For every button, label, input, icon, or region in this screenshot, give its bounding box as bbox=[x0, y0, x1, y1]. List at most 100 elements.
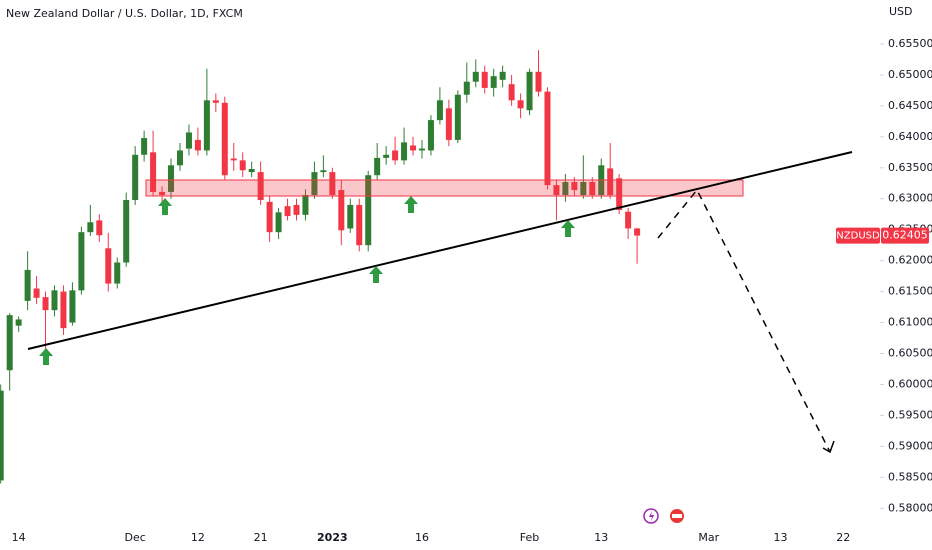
candles bbox=[0, 50, 641, 484]
candle-body bbox=[562, 182, 569, 196]
candle-body bbox=[302, 195, 309, 215]
y-tick-label: 0.58000 bbox=[888, 501, 932, 514]
candle-body bbox=[580, 182, 587, 196]
candle-body bbox=[571, 182, 578, 191]
y-tick-label: 0.62000 bbox=[888, 254, 932, 267]
candle-body bbox=[69, 290, 76, 323]
price-badge bbox=[881, 227, 929, 244]
candle-body bbox=[185, 132, 192, 149]
candle-body bbox=[616, 178, 623, 210]
candle-body bbox=[445, 108, 452, 140]
candle-body bbox=[589, 182, 596, 196]
candle-body bbox=[490, 76, 497, 88]
projection-arrowhead bbox=[822, 440, 835, 454]
x-tick-label: 13 bbox=[774, 531, 788, 544]
x-tick-label: 12 bbox=[191, 531, 205, 544]
candle-body bbox=[266, 201, 273, 233]
x-tick-label: 13 bbox=[594, 531, 608, 544]
candle-body bbox=[105, 248, 112, 284]
candle-body bbox=[42, 297, 49, 311]
candle-body bbox=[427, 120, 434, 151]
candle-body bbox=[176, 150, 183, 166]
candle-body bbox=[436, 100, 443, 121]
candle-body bbox=[0, 390, 4, 481]
candle-body bbox=[230, 158, 237, 161]
flag-stripe bbox=[672, 514, 682, 518]
candle-body bbox=[87, 222, 94, 233]
candle-body bbox=[392, 150, 399, 161]
candle-body bbox=[544, 91, 551, 186]
candle-body bbox=[51, 290, 58, 311]
y-tick-label: 0.64000 bbox=[888, 130, 932, 143]
x-tick-label: Mar bbox=[698, 531, 719, 544]
candle-body bbox=[472, 71, 479, 82]
candle-body bbox=[481, 71, 488, 88]
resistance-zone bbox=[145, 179, 744, 197]
candle-body bbox=[418, 148, 425, 151]
x-tick-label: 21 bbox=[254, 531, 268, 544]
candle-body bbox=[526, 71, 533, 111]
y-tick-label: 0.60500 bbox=[888, 347, 932, 360]
price-symbol: NZDUSD bbox=[836, 231, 880, 242]
candle-body bbox=[553, 185, 560, 196]
candle-body bbox=[33, 288, 40, 298]
candle-body bbox=[463, 81, 470, 95]
up-arrow bbox=[561, 220, 575, 237]
candle-body bbox=[248, 169, 255, 173]
support-arrows bbox=[39, 196, 575, 365]
x-tick-label: Feb bbox=[520, 531, 539, 544]
lightning-icon bbox=[649, 511, 654, 521]
x-tick-label: 22 bbox=[836, 531, 850, 544]
candle-body bbox=[96, 220, 103, 236]
candle-body bbox=[24, 269, 31, 301]
y-tick-label: 0.59000 bbox=[888, 439, 932, 452]
currency-label: USD bbox=[889, 5, 913, 18]
candle-body bbox=[338, 190, 345, 231]
candle-body bbox=[60, 291, 67, 329]
candle-body bbox=[78, 232, 85, 291]
candle-body bbox=[347, 204, 354, 229]
candle-body bbox=[203, 100, 210, 151]
candle-body bbox=[535, 71, 542, 92]
up-arrow bbox=[158, 198, 172, 215]
candle-body bbox=[194, 139, 201, 151]
up-arrow bbox=[404, 196, 418, 213]
candle-body bbox=[168, 165, 175, 192]
y-tick-label: 0.63500 bbox=[888, 161, 932, 174]
y-tick-label: 0.61500 bbox=[888, 285, 932, 298]
candle-body bbox=[159, 191, 166, 196]
candle-body bbox=[123, 199, 130, 263]
up-arrow bbox=[369, 266, 383, 283]
candle-body bbox=[383, 154, 390, 158]
candle-body bbox=[454, 94, 461, 140]
candle-body bbox=[410, 145, 417, 151]
x-tick-label: Dec bbox=[125, 531, 146, 544]
price-value: 0.62405 bbox=[882, 229, 928, 242]
x-tick-label: 16 bbox=[415, 531, 429, 544]
candle-body bbox=[508, 84, 515, 101]
candle-body bbox=[141, 138, 148, 155]
price-symbol-badge bbox=[836, 227, 880, 244]
candle-body bbox=[15, 319, 22, 326]
trend-line bbox=[27, 151, 853, 350]
candle-body bbox=[607, 168, 614, 196]
y-tick-label: 0.65000 bbox=[888, 68, 932, 81]
candle-body bbox=[257, 172, 264, 200]
y-tick-label: 0.59500 bbox=[888, 408, 932, 421]
candle-body bbox=[401, 142, 408, 161]
up-arrow bbox=[39, 348, 53, 365]
y-tick-label: 0.58500 bbox=[888, 470, 932, 483]
candle-body bbox=[311, 172, 318, 196]
y-tick-label: 0.60000 bbox=[888, 377, 932, 390]
x-tick-label: 14 bbox=[12, 531, 26, 544]
y-tick-label: 0.61000 bbox=[888, 316, 932, 329]
candle-body bbox=[356, 204, 363, 246]
candle-body bbox=[275, 212, 282, 233]
candle-body bbox=[634, 228, 641, 236]
candle-body bbox=[150, 152, 157, 192]
x-tick-label: 2023 bbox=[317, 531, 348, 544]
candle-body bbox=[284, 206, 291, 217]
candle-body bbox=[625, 211, 632, 229]
y-tick-label: 0.65500 bbox=[888, 37, 932, 50]
